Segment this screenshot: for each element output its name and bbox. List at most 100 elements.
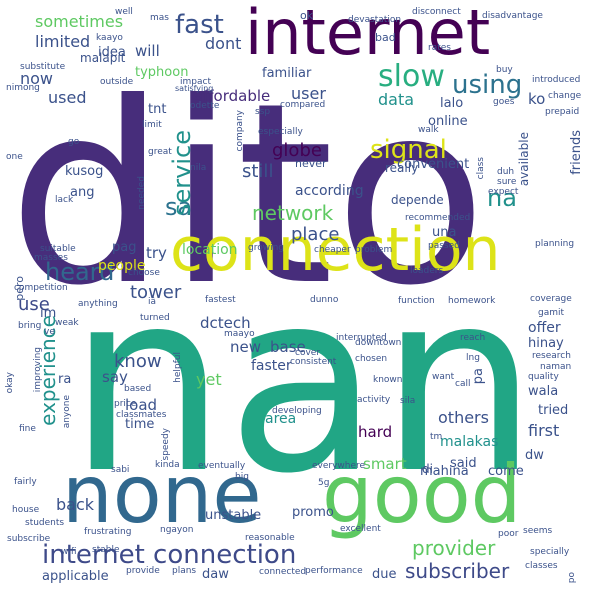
word-ve: ve	[44, 327, 55, 337]
word-use: use	[18, 294, 50, 315]
word-una: una	[432, 225, 457, 240]
word-walk: walk	[418, 125, 439, 135]
word-passed: passed	[428, 241, 460, 251]
word-excellent: excellent	[340, 524, 381, 534]
word-slow: slow	[378, 59, 445, 94]
word-tm: tm	[430, 432, 443, 442]
word-fast: fast	[175, 10, 224, 40]
word-house: house	[12, 505, 40, 515]
word-fastest: fastest	[205, 295, 236, 305]
word-helpful: helpful	[173, 352, 183, 383]
word-coverage: coverage	[530, 294, 572, 304]
word-dctech: dctech	[200, 314, 251, 332]
word-classmates: classmates	[116, 410, 167, 420]
word-odette: odette	[190, 101, 220, 111]
word-provide: provide	[126, 566, 160, 576]
word-specially: specially	[530, 547, 570, 557]
word-cover: cover	[295, 348, 321, 358]
word-first: first	[528, 421, 560, 440]
word-pa: pa	[471, 368, 486, 385]
word-anything: anything	[78, 299, 118, 309]
word-available: available	[517, 132, 531, 187]
word-friends: friends	[569, 130, 584, 175]
word-depende: depende	[391, 193, 444, 207]
word-yet: yet	[196, 370, 222, 389]
word-gamit: gamit	[538, 308, 565, 318]
word-students: students	[25, 518, 65, 528]
word-go: go	[68, 137, 80, 147]
word-eventually: eventually	[198, 461, 246, 471]
word-speedy: speedy	[161, 428, 171, 461]
word-new: new	[230, 338, 262, 356]
word-signal: signal	[370, 135, 447, 165]
word-company: company	[235, 110, 245, 152]
word-hinay: hinay	[528, 336, 564, 351]
word-unstable: unstable	[205, 508, 262, 523]
word-improving: improving	[33, 347, 43, 393]
word-price: price	[114, 399, 137, 409]
word-internet-connection: internet connection	[42, 540, 297, 570]
word-network: network	[252, 201, 334, 225]
word-homework: homework	[448, 296, 496, 306]
word-online: online	[428, 114, 468, 129]
word-base: base	[270, 338, 306, 356]
word-none: none	[62, 448, 262, 541]
word-others: others	[438, 408, 489, 427]
word-na: na	[487, 184, 517, 212]
word-masses: masses	[34, 253, 68, 263]
word-ang: ang	[70, 185, 95, 200]
word-affordable: affordable	[194, 87, 271, 105]
word-stable: stable	[92, 545, 120, 555]
word-downtown: downtown	[355, 338, 402, 348]
word-compared: compared	[280, 100, 326, 110]
word-buy: buy	[496, 65, 513, 75]
word-substitute: substitute	[20, 62, 66, 72]
word-turned: turned	[140, 313, 170, 323]
word-sila: sila	[400, 396, 416, 406]
word-dunno: dunno	[310, 295, 339, 305]
word-big: big	[235, 472, 249, 482]
word-great: great	[148, 147, 172, 157]
word-limited: limited	[35, 32, 91, 51]
word-time: time	[125, 417, 155, 432]
word-based: based	[124, 384, 152, 394]
word-internet: internet	[245, 0, 491, 69]
word-sure: sure	[497, 177, 517, 187]
word-back: back	[56, 495, 95, 514]
word-chosen: chosen	[355, 354, 388, 364]
word-kinda: kinda	[155, 460, 180, 470]
word-po: po	[567, 572, 577, 584]
word-nila: nila	[190, 163, 207, 173]
word-needed: needed	[137, 176, 147, 210]
word-connected: connected	[259, 567, 307, 577]
word-ok: ok	[300, 9, 314, 22]
word-smart: smart	[363, 455, 407, 473]
word-lack: lack	[55, 195, 74, 205]
word-goes: goes	[493, 97, 515, 107]
word-daw: daw	[202, 567, 229, 582]
word-familiar: familiar	[262, 66, 312, 81]
word-one: one	[6, 152, 23, 162]
word-nan: nan	[68, 237, 539, 528]
word-load: load	[125, 396, 158, 414]
word-growing: growing	[248, 243, 284, 253]
word-quality: quality	[528, 372, 559, 382]
word-malapit: malapit	[80, 51, 126, 65]
word-devastation: devastation	[348, 15, 402, 25]
word-di: di	[422, 462, 433, 476]
word-bad: bad	[375, 31, 396, 44]
word-user: user	[291, 84, 326, 103]
word-limit: limit	[142, 120, 162, 130]
word-never: never	[295, 157, 327, 170]
word-dw: dw	[525, 448, 544, 463]
word-heard: heard	[45, 258, 115, 286]
word-say: say	[102, 368, 128, 386]
word-ko: ko	[528, 90, 546, 108]
word-connection: connection	[170, 215, 501, 285]
word-location: location	[182, 242, 238, 258]
word-research: research	[532, 351, 571, 361]
word-impact: impact	[180, 77, 211, 87]
word-kaayo: kaayo	[96, 33, 123, 43]
word-rates: rates	[428, 43, 451, 53]
word-really: really	[385, 161, 419, 175]
